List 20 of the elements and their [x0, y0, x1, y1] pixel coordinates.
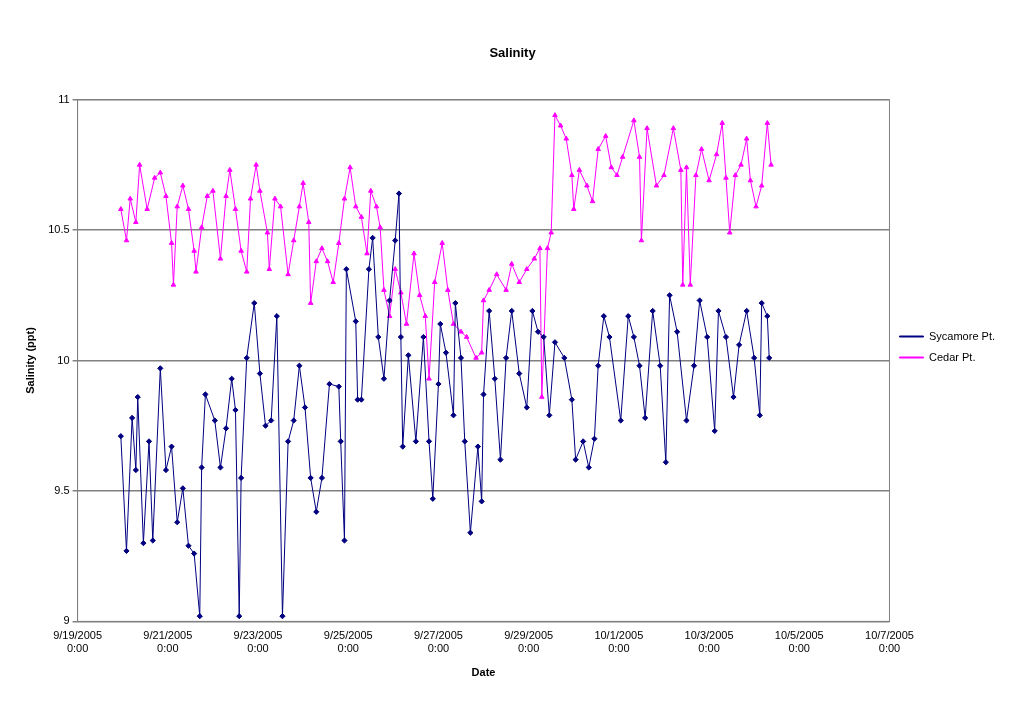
chart-title: Salinity [489, 45, 537, 61]
x-tick-label: 9/23/2005 0:00 [233, 629, 283, 655]
y-tick-label: 10 [57, 353, 70, 366]
x-tick-label: 9/27/2005 0:00 [413, 629, 463, 655]
legend-label: Cedar Pt. [928, 350, 976, 363]
x-tick-label: 9/21/2005 0:00 [143, 629, 193, 655]
y-tick-label: 9 [63, 614, 70, 627]
legend-label: Sycamore Pt. [928, 329, 996, 342]
y-tick-label: 9.5 [54, 483, 70, 496]
x-tick-label: 9/29/2005 0:00 [504, 629, 554, 655]
y-tick-label: 10.5 [48, 223, 70, 236]
x-tick-label: 10/3/2005 0:00 [684, 629, 734, 655]
x-tick-label: 10/1/2005 0:00 [594, 629, 644, 655]
x-tick-label: 9/19/2005 0:00 [53, 629, 103, 655]
x-axis-title: Date [471, 666, 496, 679]
x-tick-label: 10/7/2005 0:00 [865, 629, 914, 655]
y-axis-title: Salinity (ppt) [23, 326, 36, 394]
x-tick-label: 9/25/2005 0:00 [323, 629, 373, 655]
y-tick-label: 11 [58, 92, 70, 105]
x-tick-label: 10/5/2005 0:00 [774, 629, 824, 655]
